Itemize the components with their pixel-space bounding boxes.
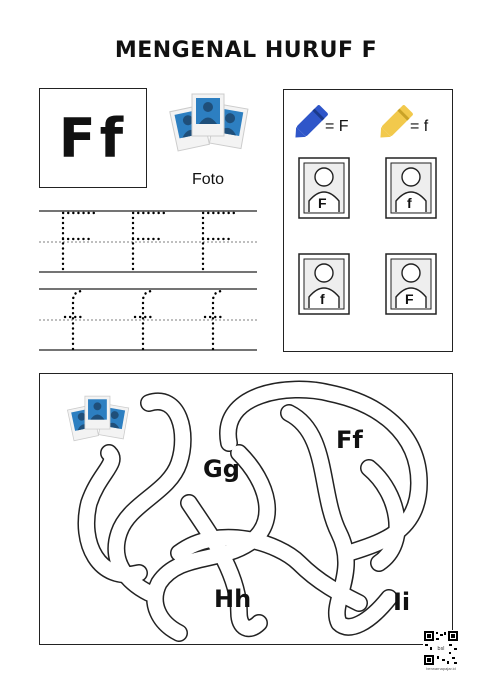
person-photo-icon <box>385 157 437 219</box>
frame-letter: f <box>407 195 412 211</box>
photos-icon <box>67 395 130 442</box>
maze-label-gg: Gg <box>203 455 240 483</box>
coloring-panel <box>283 89 453 352</box>
letter-card: Ff <box>39 88 147 188</box>
qr-caption: berwarnapajar.id <box>426 666 456 671</box>
crayon-icon <box>295 105 328 138</box>
crayon-icon <box>380 105 413 138</box>
photo-frame[interactable]: F <box>385 253 437 320</box>
person-photo-icon <box>298 157 350 219</box>
qr-center-text: bsl <box>437 646 444 652</box>
maze-paths[interactable] <box>39 373 453 645</box>
page-title: MENGENAL HURUF F <box>114 38 378 63</box>
frame-letter: f <box>320 291 325 307</box>
maze-panel <box>39 373 453 645</box>
maze-label-ii: Ii <box>393 588 411 616</box>
photo-frame[interactable]: F <box>298 157 350 224</box>
letter-card-text: Ff <box>58 106 128 170</box>
photos-icon <box>169 93 249 152</box>
tracing-lines <box>39 210 257 351</box>
person-photo-icon <box>298 253 350 315</box>
qr-code-icon: bsl <box>423 630 459 666</box>
frame-letter: F <box>405 291 414 307</box>
blue-key-label: = F <box>325 118 349 135</box>
frame-letter: F <box>318 195 327 211</box>
yellow-key-label: = f <box>410 118 429 135</box>
maze-label-ff: Ff <box>336 426 363 454</box>
photo-frame[interactable]: f <box>298 253 350 320</box>
photo-frame[interactable]: f <box>385 157 437 224</box>
photo-word: Foto <box>191 171 224 188</box>
person-photo-icon <box>385 253 437 315</box>
maze-label-hh: Hh <box>214 585 252 613</box>
